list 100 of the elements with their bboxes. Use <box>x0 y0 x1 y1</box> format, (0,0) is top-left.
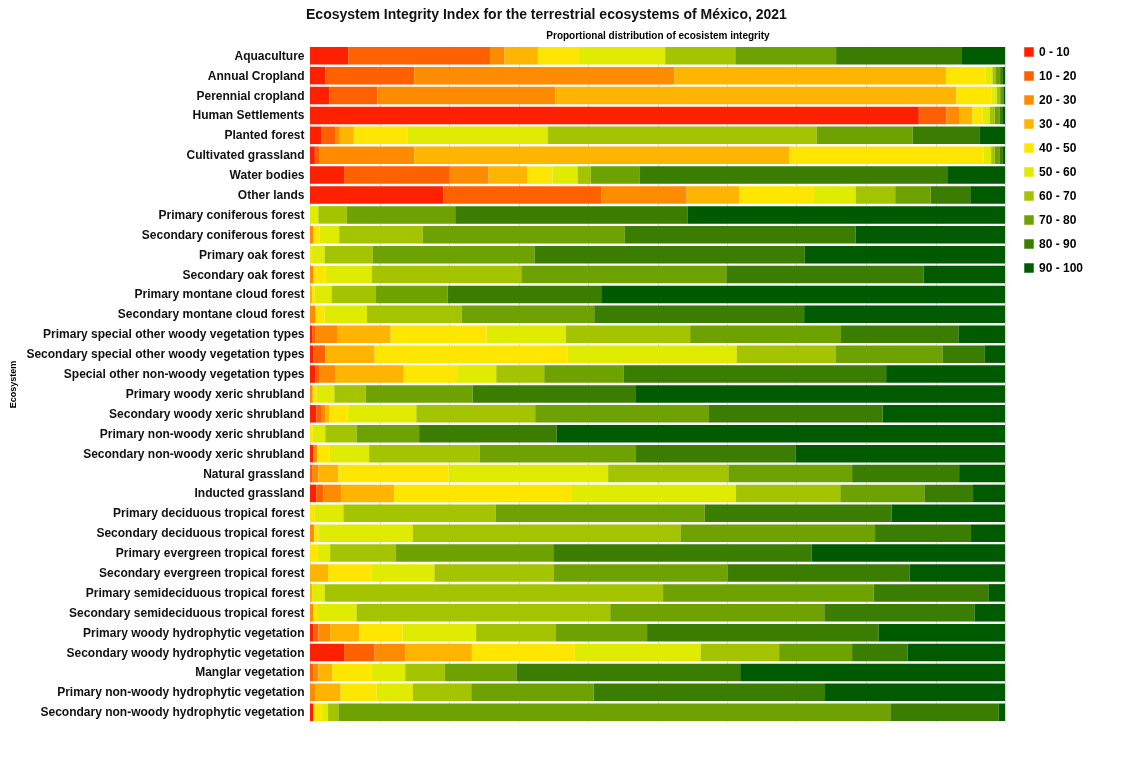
bar <box>315 683 341 702</box>
bar <box>328 564 372 582</box>
bar <box>310 385 313 403</box>
bar <box>316 444 330 463</box>
bar <box>348 46 491 65</box>
bar <box>458 365 497 383</box>
bar <box>366 305 462 324</box>
bar <box>601 285 1005 304</box>
bar <box>339 226 423 244</box>
bar <box>704 504 892 523</box>
bar <box>686 186 740 204</box>
bar <box>419 424 557 443</box>
bar <box>882 405 1005 423</box>
bar <box>377 86 556 105</box>
y-tick-label: Secondary woody hydrophytic vegetation <box>66 645 305 660</box>
bar <box>890 703 999 722</box>
bar <box>594 305 805 324</box>
bar <box>989 106 995 125</box>
bar <box>687 206 1005 224</box>
bar <box>875 524 971 542</box>
bar <box>321 126 336 145</box>
bar <box>461 305 595 324</box>
bar <box>873 584 989 602</box>
bar <box>973 484 1005 503</box>
y-axis-title: Ecosystem <box>8 360 19 409</box>
bar <box>312 424 326 443</box>
bar <box>736 345 836 363</box>
legend-label: 60 - 70 <box>1039 189 1077 203</box>
bar <box>553 544 812 562</box>
bar <box>422 226 625 244</box>
bar <box>317 544 331 562</box>
bar <box>852 643 908 662</box>
bar <box>412 524 681 542</box>
bar <box>330 623 360 642</box>
bar <box>740 663 1005 682</box>
bar <box>577 166 591 184</box>
bar <box>314 524 319 542</box>
bar <box>324 584 664 602</box>
bar <box>407 126 548 145</box>
bar <box>316 484 324 503</box>
bar <box>804 305 1005 324</box>
bar <box>372 245 535 264</box>
bar <box>316 385 335 403</box>
bar <box>395 544 554 562</box>
bar <box>412 683 472 702</box>
bar <box>335 126 340 145</box>
bar <box>504 46 538 65</box>
bar <box>813 186 856 204</box>
bar <box>923 265 1005 284</box>
y-tick-label: Primary woody xeric shrubland <box>125 386 305 401</box>
y-tick-label: Secondary non-woody hydrophytic vegetation <box>40 705 305 720</box>
bar <box>556 424 1005 443</box>
bar <box>310 504 315 523</box>
bar <box>318 206 347 224</box>
bar <box>323 484 342 503</box>
bar <box>639 166 949 184</box>
bar <box>313 265 326 284</box>
bar <box>337 325 391 344</box>
y-tick-label: Special other non-woody vegetation types <box>63 367 305 382</box>
bar <box>726 265 924 284</box>
bar <box>356 604 611 622</box>
bar <box>315 365 320 383</box>
bar <box>374 643 406 662</box>
bar <box>310 464 313 483</box>
bar <box>988 584 1005 602</box>
bar <box>471 643 575 662</box>
y-tick-label: Primary non-woody xeric shrubland <box>99 426 305 441</box>
bar <box>930 186 971 204</box>
y-tick-label: Human Settlements <box>192 108 305 123</box>
bar <box>310 166 345 184</box>
bar <box>316 405 322 423</box>
bar <box>347 405 417 423</box>
bar <box>593 683 825 702</box>
bar <box>488 166 528 184</box>
bar <box>574 643 701 662</box>
bar <box>811 544 1005 562</box>
bar <box>886 365 1005 383</box>
bar <box>318 663 333 682</box>
bar <box>878 623 1005 642</box>
bar <box>663 584 874 602</box>
bar <box>414 146 790 164</box>
bar <box>344 643 375 662</box>
bar <box>319 146 415 164</box>
bar <box>310 544 318 562</box>
y-tick-label: Primary deciduous tropical forest <box>113 506 305 521</box>
bar <box>376 285 448 304</box>
bar <box>310 564 329 582</box>
bar <box>390 325 487 344</box>
bar <box>983 146 992 164</box>
bar <box>314 504 344 523</box>
bar <box>344 166 450 184</box>
legend-label: 90 - 100 <box>1039 261 1084 275</box>
bar <box>369 444 480 463</box>
bar <box>945 66 986 85</box>
bar <box>328 703 339 722</box>
bar <box>970 524 1005 542</box>
bar <box>356 424 420 443</box>
bar <box>624 226 856 244</box>
bar <box>330 544 396 562</box>
bar <box>991 86 997 105</box>
